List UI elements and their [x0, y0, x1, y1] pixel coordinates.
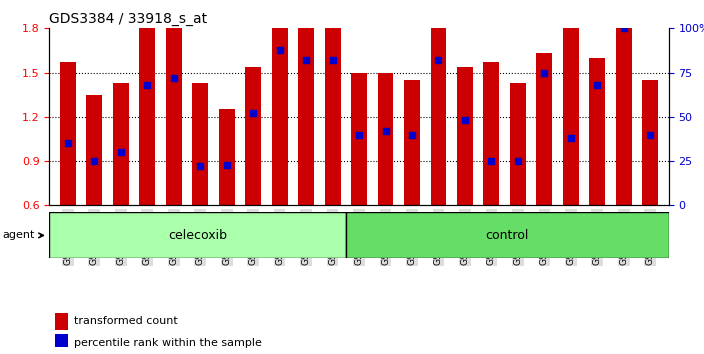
Bar [642, 80, 658, 205]
Bar [113, 83, 129, 205]
Point [486, 158, 497, 164]
Point [115, 149, 127, 155]
Text: agent: agent [3, 230, 43, 240]
Point [353, 132, 365, 137]
Point [645, 132, 656, 137]
Bar [325, 11, 341, 205]
Bar [139, 17, 155, 205]
Bar [616, 0, 631, 205]
Bar [457, 67, 473, 205]
Point [565, 135, 577, 141]
Bar [484, 62, 499, 205]
Bar [245, 67, 261, 205]
Point [539, 70, 550, 75]
Bar [536, 53, 553, 205]
Bar [404, 80, 420, 205]
Text: percentile rank within the sample: percentile rank within the sample [74, 338, 262, 348]
Point [591, 82, 603, 88]
Text: celecoxib: celecoxib [168, 229, 227, 242]
Text: control: control [486, 229, 529, 242]
Text: GDS3384 / 33918_s_at: GDS3384 / 33918_s_at [49, 12, 208, 26]
Bar [351, 73, 367, 205]
Bar [272, 17, 287, 205]
Bar [165, 0, 182, 205]
Point [89, 158, 100, 164]
Bar [87, 95, 102, 205]
Point [168, 75, 180, 81]
Point [406, 132, 417, 137]
Bar [589, 58, 605, 205]
Point [513, 158, 524, 164]
Bar [377, 73, 394, 205]
Bar [219, 109, 234, 205]
Point [380, 128, 391, 134]
Point [327, 57, 338, 63]
Bar [431, 0, 446, 205]
Bar [56, 334, 68, 351]
Point [62, 141, 73, 146]
FancyBboxPatch shape [49, 212, 346, 258]
Point [194, 164, 206, 169]
Bar [563, 28, 579, 205]
Point [301, 57, 312, 63]
Point [274, 47, 285, 52]
Point [459, 118, 470, 123]
Point [618, 25, 629, 31]
Bar [298, 28, 314, 205]
Point [142, 82, 153, 88]
Point [221, 162, 232, 167]
Bar [56, 313, 68, 330]
Text: transformed count: transformed count [74, 316, 178, 326]
Point [433, 57, 444, 63]
Bar [192, 83, 208, 205]
Bar [60, 62, 76, 205]
Point [248, 110, 259, 116]
Bar [510, 83, 526, 205]
FancyBboxPatch shape [346, 212, 669, 258]
